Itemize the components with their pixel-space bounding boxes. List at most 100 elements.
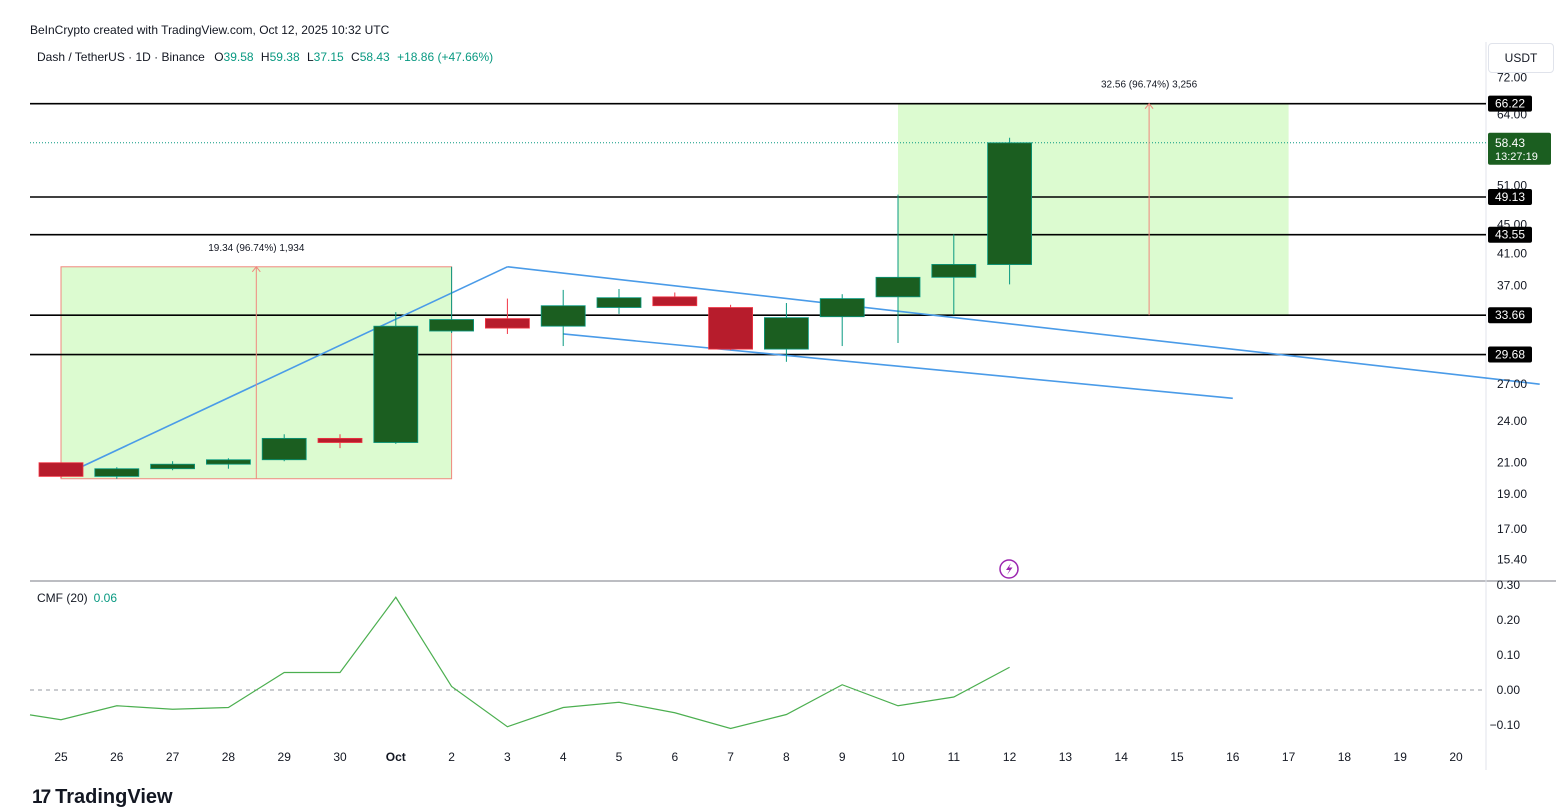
close-value: 58.43 bbox=[359, 50, 390, 64]
candle-body[interactable] bbox=[261, 437, 307, 461]
high-value: 59.38 bbox=[269, 50, 300, 64]
date-axis-label: 2 bbox=[448, 750, 455, 764]
level-price-badge bbox=[1488, 226, 1532, 243]
candle-body[interactable] bbox=[317, 437, 363, 443]
date-axis-label: 29 bbox=[278, 750, 292, 764]
date-axis-label: 12 bbox=[1003, 750, 1017, 764]
tradingview-brand[interactable]: 17 TradingView bbox=[32, 786, 173, 809]
date-axis-label: 26 bbox=[110, 750, 124, 764]
date-axis-label: 5 bbox=[616, 750, 623, 764]
open-label: O bbox=[214, 50, 224, 64]
cmf-axis-label: 0.20 bbox=[1497, 613, 1521, 627]
price-axis-label: 24.00 bbox=[1497, 414, 1527, 428]
date-axis-label: 16 bbox=[1226, 750, 1240, 764]
candle-body[interactable] bbox=[484, 318, 530, 329]
candle-body[interactable] bbox=[94, 468, 140, 477]
price-axis-label: 17.00 bbox=[1497, 522, 1527, 536]
chart-credit: BeInCrypto created with TradingView.com,… bbox=[30, 23, 390, 37]
cmf-axis-label: −0.10 bbox=[1490, 718, 1521, 732]
cmf-axis-label: 0.00 bbox=[1497, 683, 1521, 697]
date-axis-label: 11 bbox=[948, 750, 961, 764]
date-axis-label: 10 bbox=[891, 750, 905, 764]
date-axis-label: 27 bbox=[166, 750, 180, 764]
target-zone bbox=[898, 103, 1289, 316]
level-price-badge bbox=[1488, 346, 1532, 363]
level-price-badge bbox=[1488, 307, 1532, 324]
date-axis-label: 9 bbox=[839, 750, 846, 764]
price-axis-label: 21.00 bbox=[1497, 456, 1527, 470]
candle-body[interactable] bbox=[652, 296, 698, 307]
high-label: H bbox=[260, 50, 270, 64]
bar-countdown: 13:27:19 bbox=[1495, 151, 1538, 163]
date-axis-label: 25 bbox=[54, 750, 68, 764]
symbol-legend: Dash / TetherUS · 1D · Binance O39.58 H5… bbox=[37, 50, 497, 64]
price-axis-label: 51.00 bbox=[1497, 178, 1527, 192]
symbol-title: Dash / TetherUS · 1D · Binance bbox=[37, 50, 205, 64]
cmf-legend: CMF (20) 0.06 bbox=[37, 591, 117, 605]
price-axis-label: 41.00 bbox=[1497, 247, 1527, 261]
open-value: 39.58 bbox=[223, 50, 254, 64]
level-price-text: 43.55 bbox=[1495, 228, 1525, 242]
date-axis-label: 3 bbox=[504, 750, 511, 764]
date-axis-label: 19 bbox=[1394, 750, 1408, 764]
candle-body[interactable] bbox=[150, 463, 196, 470]
candle-body[interactable] bbox=[708, 307, 753, 350]
price-axis-label: 37.00 bbox=[1497, 279, 1527, 293]
date-axis-label: 6 bbox=[671, 750, 678, 764]
target-zone bbox=[60, 266, 453, 480]
date-axis-label: Oct bbox=[386, 750, 406, 764]
candle-body[interactable] bbox=[987, 142, 1032, 265]
currency-button[interactable]: USDT bbox=[1488, 43, 1554, 73]
candle-body[interactable] bbox=[875, 276, 921, 298]
date-axis-label: 15 bbox=[1170, 750, 1184, 764]
candle-body[interactable] bbox=[819, 298, 865, 318]
level-price-badge bbox=[1488, 95, 1532, 112]
price-axis-label: 19.00 bbox=[1497, 487, 1527, 501]
trendline[interactable] bbox=[563, 333, 1233, 400]
price-axis-label: 45.00 bbox=[1497, 217, 1527, 231]
target-arrow-head bbox=[251, 265, 261, 273]
date-axis-label: 17 bbox=[1282, 750, 1296, 764]
level-price-text: 49.13 bbox=[1495, 190, 1525, 204]
cmf-line bbox=[29, 596, 1010, 730]
level-price-text: 33.66 bbox=[1495, 308, 1525, 322]
change-value: +18.86 (+47.66%) bbox=[397, 50, 494, 64]
level-price-text: 66.22 bbox=[1495, 97, 1525, 111]
price-axis-label: 64.00 bbox=[1497, 107, 1527, 121]
candle-body[interactable] bbox=[596, 297, 642, 308]
candle-body[interactable] bbox=[764, 317, 809, 350]
measure-annotation: 19.34 (96.74%) 1,934 bbox=[208, 243, 305, 254]
price-axis-label: 15.40 bbox=[1497, 553, 1527, 567]
price-axis-label: 27.00 bbox=[1497, 377, 1527, 391]
low-label: L bbox=[306, 50, 314, 64]
last-price-value: 58.43 bbox=[1495, 136, 1525, 150]
cmf-title: CMF (20) bbox=[37, 591, 88, 605]
date-axis-label: 18 bbox=[1338, 750, 1352, 764]
trendline[interactable] bbox=[507, 265, 1540, 385]
cmf-current-value: 0.06 bbox=[93, 591, 118, 605]
candle-body[interactable] bbox=[38, 462, 84, 477]
cmf-axis-label: 0.30 bbox=[1497, 578, 1521, 592]
last-price-badge bbox=[1488, 132, 1551, 165]
candle-body[interactable] bbox=[429, 319, 475, 332]
candle-body[interactable] bbox=[931, 264, 977, 278]
measure-annotation: 32.56 (96.74%) 3,256 bbox=[1101, 80, 1198, 91]
level-price-badge bbox=[1488, 189, 1532, 205]
date-axis-label: 7 bbox=[727, 750, 734, 764]
brand-name: TradingView bbox=[55, 786, 173, 808]
tradingview-logo-icon: 17 bbox=[32, 786, 51, 808]
cmf-axis-label: 0.10 bbox=[1497, 648, 1521, 662]
trendline[interactable] bbox=[60, 266, 508, 478]
candle-body[interactable] bbox=[205, 459, 251, 465]
date-axis-label: 8 bbox=[783, 750, 790, 764]
date-axis-label: 30 bbox=[333, 750, 347, 764]
date-axis-label: 13 bbox=[1059, 750, 1073, 764]
candle-body[interactable] bbox=[373, 325, 419, 443]
date-axis-label: 14 bbox=[1115, 750, 1129, 764]
close-label: C bbox=[351, 50, 360, 64]
date-axis-label: 4 bbox=[560, 750, 567, 764]
candle-body[interactable] bbox=[540, 305, 586, 327]
lightning-event-icon[interactable] bbox=[999, 559, 1019, 579]
target-arrow-head bbox=[1144, 102, 1154, 109]
